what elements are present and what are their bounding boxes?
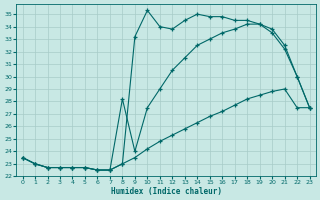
- X-axis label: Humidex (Indice chaleur): Humidex (Indice chaleur): [111, 187, 221, 196]
